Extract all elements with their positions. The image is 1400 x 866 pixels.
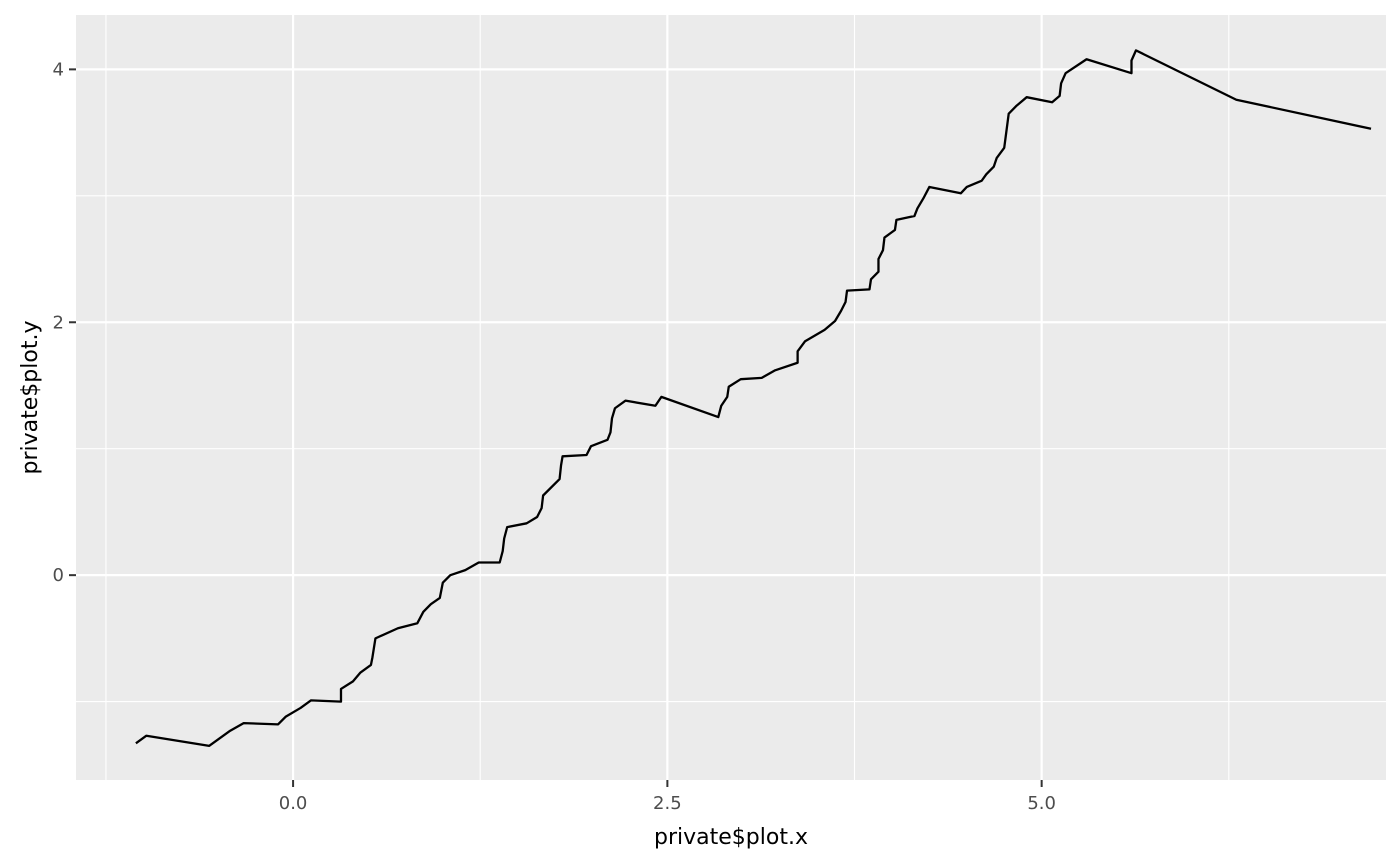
series-line-0 [135,49,1372,748]
x-tick-label: 0.0 [279,793,308,814]
y-axis-title: private$plot.y [18,321,43,475]
series-layer [135,49,1372,748]
y-tick-label: 2 [53,312,64,333]
major-gridlines [76,15,1386,780]
minor-gridlines [76,15,1386,780]
y-tick-label: 4 [53,59,64,80]
y-tick-label: 0 [53,565,64,586]
x-tick-label: 2.5 [653,793,682,814]
plot-panel [76,15,1386,780]
tick-labels: 0.0 2.5 5.0 0 2 4 [53,59,1056,814]
x-tick-label: 5.0 [1027,793,1056,814]
x-axis-title: private$plot.x [654,825,808,850]
axis-ticks [69,68,1043,787]
